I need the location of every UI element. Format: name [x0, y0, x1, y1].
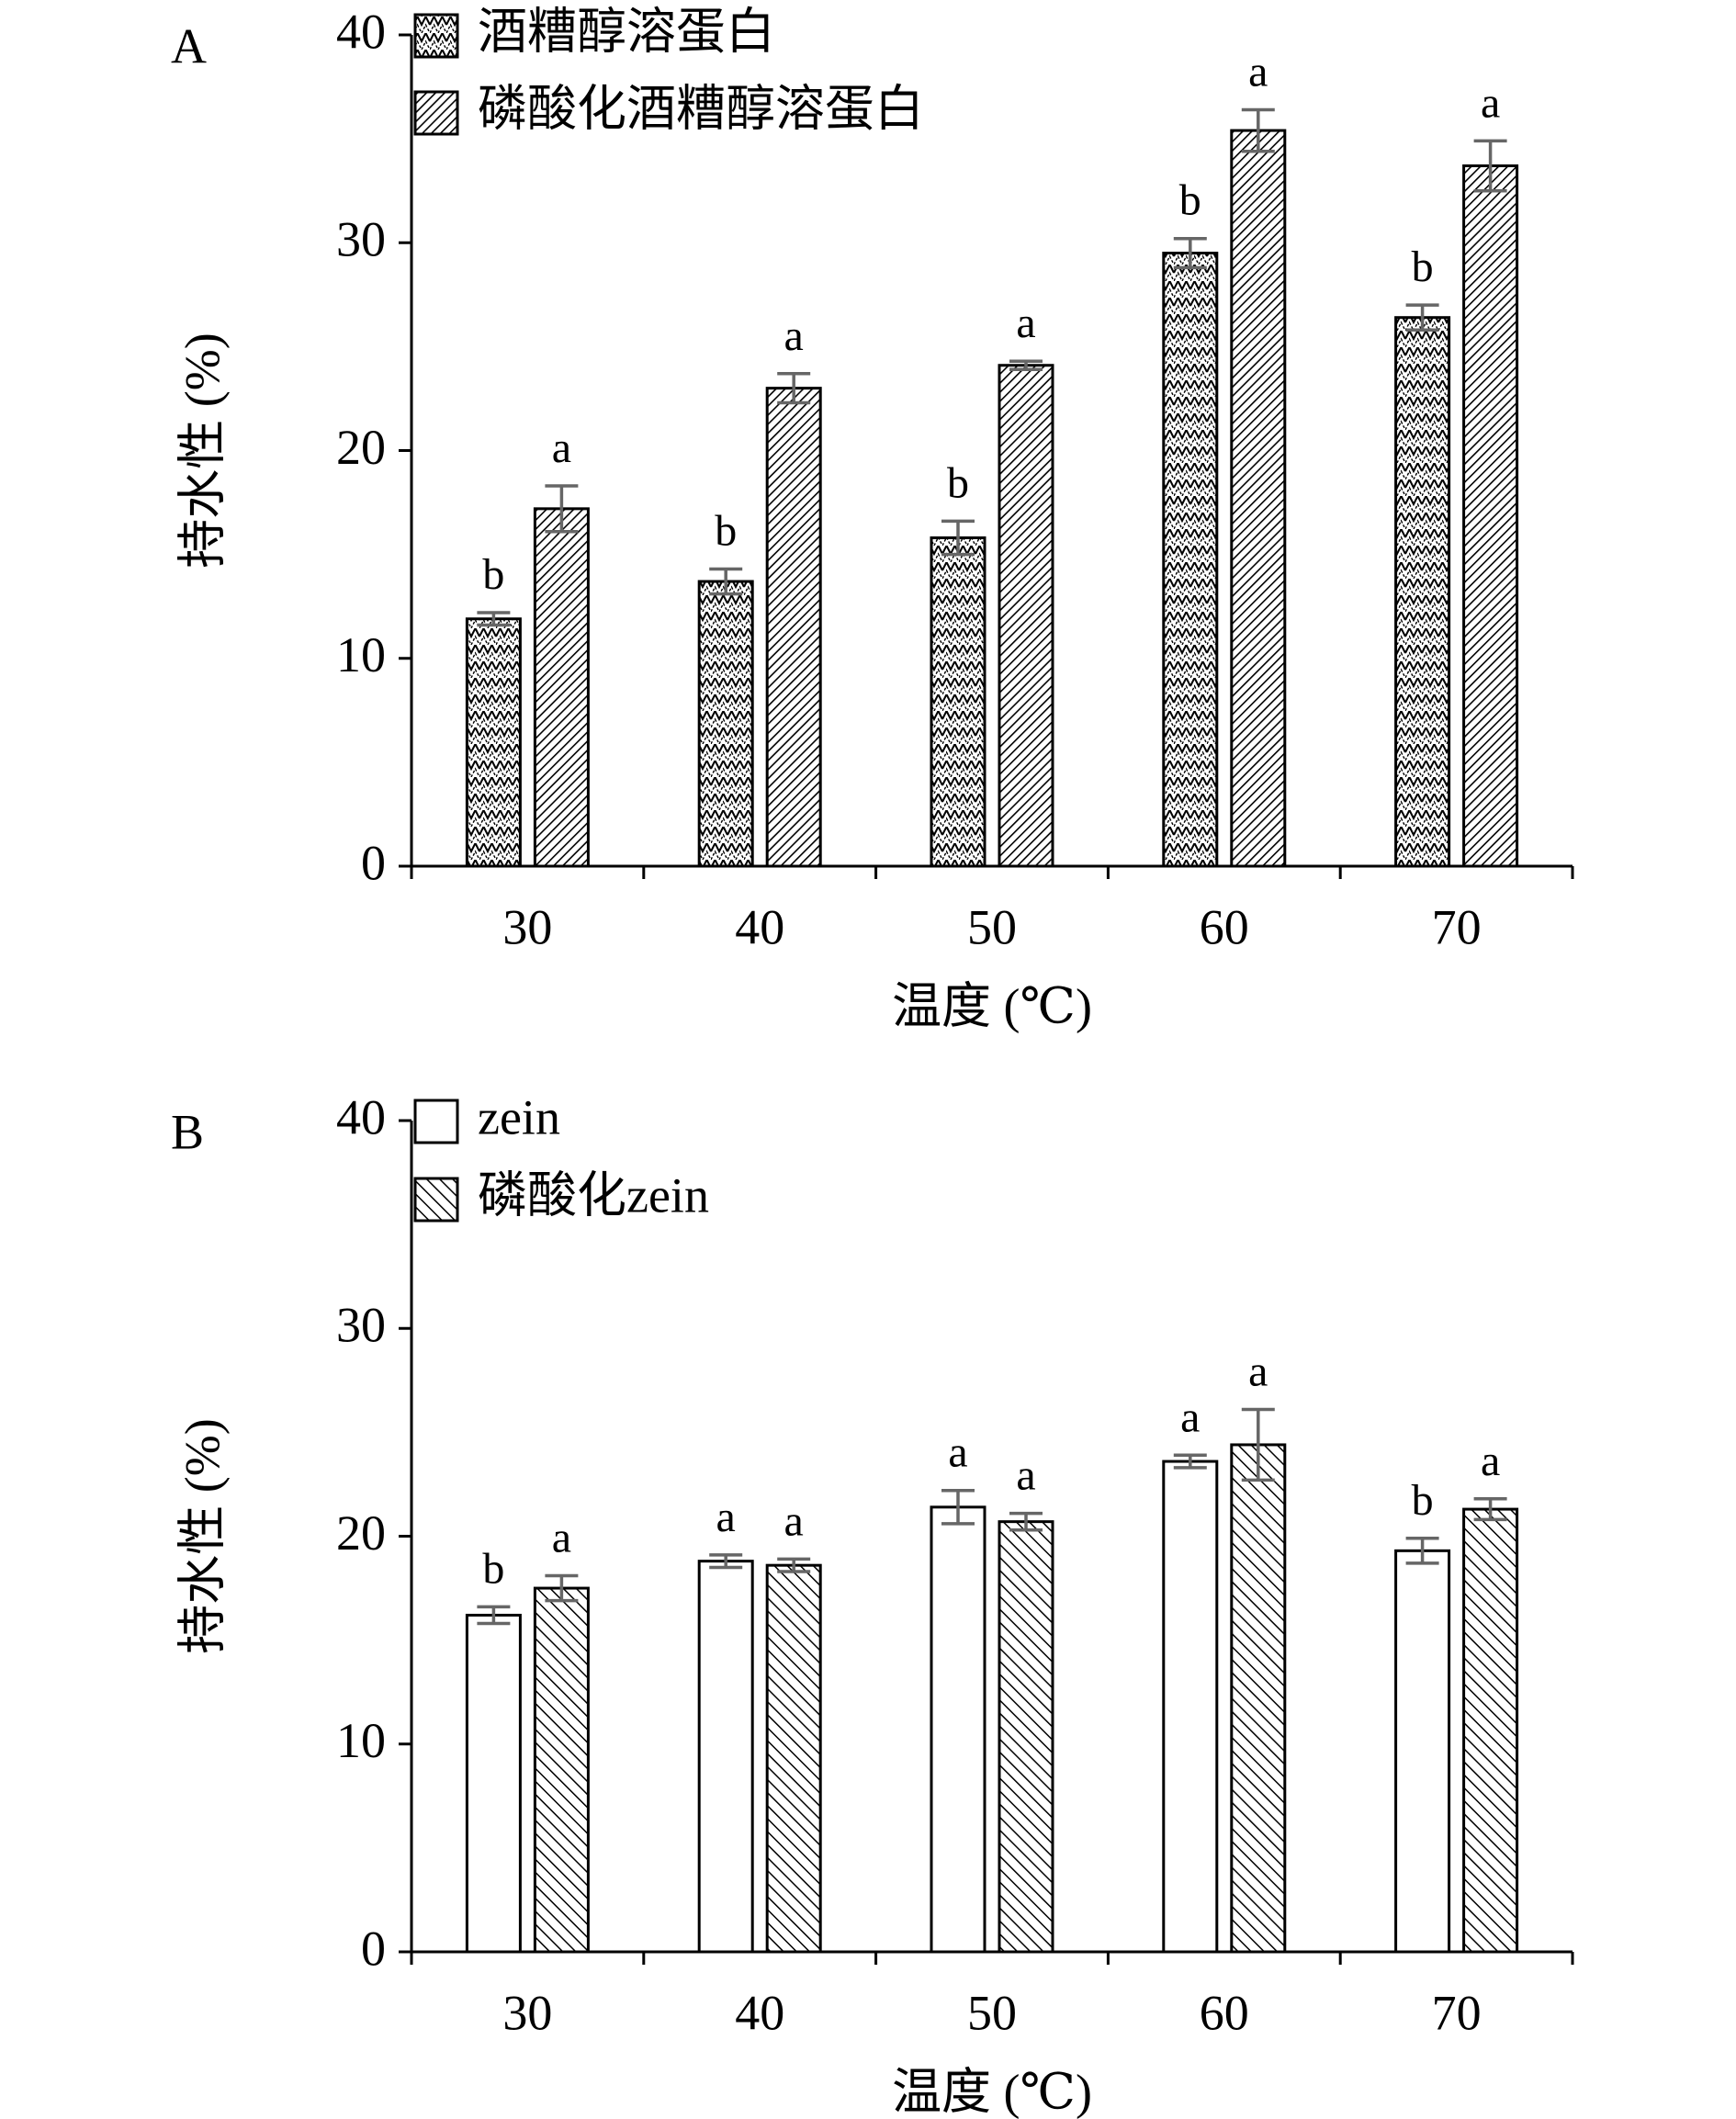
- y-axis-title: 持水性 (%): [175, 333, 230, 568]
- y-tick-label: 20: [336, 420, 386, 475]
- bar-酒糟醇溶蛋白-50: [930, 536, 986, 868]
- significance-label: b: [715, 506, 737, 555]
- x-axis-title: 温度 (℃): [892, 978, 1092, 1033]
- legend-label: zein: [478, 1089, 560, 1144]
- significance-label: a: [784, 311, 804, 360]
- x-tick-label: 60: [1200, 899, 1249, 954]
- significance-label: a: [1481, 1437, 1500, 1485]
- significance-label: b: [482, 550, 504, 599]
- x-tick-label: 30: [502, 1985, 552, 2040]
- x-axis-title: 温度 (℃): [892, 2064, 1092, 2119]
- significance-label: b: [947, 458, 969, 507]
- legend-swatch: [413, 1099, 459, 1144]
- bar-磷酸化zein-60: [1230, 1443, 1287, 1954]
- bar-磷酸化zein-70: [1462, 1507, 1519, 1954]
- x-tick-label: 60: [1200, 1985, 1249, 2040]
- significance-label: a: [948, 1428, 967, 1477]
- y-tick-label: 40: [336, 1089, 386, 1144]
- x-tick-label: 70: [1432, 1985, 1482, 2040]
- significance-label: a: [1248, 47, 1268, 96]
- x-tick-label: 50: [967, 899, 1017, 954]
- y-tick-label: 0: [361, 835, 386, 890]
- significance-label: b: [1412, 1476, 1434, 1525]
- legend-label: 磷酸化酒糟醇溶蛋白: [478, 81, 924, 136]
- legend-label: 酒糟醇溶蛋白: [478, 4, 775, 59]
- bar-zein-40: [697, 1560, 754, 1954]
- x-tick-label: 50: [967, 1985, 1017, 2040]
- panel-label: A: [171, 18, 207, 73]
- panel-label: B: [171, 1104, 204, 1159]
- bar-酒糟醇溶蛋白-70: [1394, 316, 1451, 868]
- bar-zein-50: [930, 1505, 986, 1954]
- significance-label: b: [1179, 176, 1201, 225]
- bar-磷酸化zein-40: [765, 1563, 822, 1954]
- bar-磷酸化酒糟醇溶蛋白-40: [765, 387, 822, 868]
- legend-label: 磷酸化zein: [478, 1167, 709, 1223]
- significance-label: a: [1481, 78, 1500, 127]
- bar-酒糟醇溶蛋白-40: [697, 580, 754, 868]
- significance-label: a: [1016, 299, 1035, 347]
- x-tick-label: 40: [735, 1985, 784, 2040]
- legend-swatch: [413, 90, 459, 136]
- bar-磷酸化zein-50: [998, 1520, 1054, 1954]
- y-tick-label: 30: [336, 212, 386, 267]
- y-tick-label: 20: [336, 1505, 386, 1561]
- bar-磷酸化zein-30: [533, 1586, 590, 1954]
- significance-label: a: [716, 1493, 736, 1541]
- bar-zein-60: [1162, 1460, 1219, 1954]
- bar-磷酸化酒糟醇溶蛋白-50: [998, 364, 1054, 868]
- bar-zein-30: [465, 1613, 522, 1954]
- bar-磷酸化酒糟醇溶蛋白-30: [533, 507, 590, 868]
- y-tick-label: 0: [361, 1921, 386, 1976]
- y-tick-label: 30: [336, 1298, 386, 1353]
- legend-swatch: [413, 13, 459, 59]
- legend-swatch: [413, 1177, 459, 1223]
- significance-label: a: [1016, 1451, 1035, 1500]
- significance-label: a: [1248, 1347, 1268, 1395]
- y-axis-title: 持水性 (%): [175, 1418, 230, 1653]
- bar-zein-70: [1394, 1549, 1451, 1954]
- significance-label: b: [1412, 242, 1434, 291]
- chart-panel-a: A 0 10 20 30 40 30 40 50 60 70 温度 (℃) 持水性 (%) b b b b b a a…: [171, 4, 1574, 1033]
- x-tick-label: 30: [502, 899, 552, 954]
- x-tick-label: 40: [735, 899, 784, 954]
- x-tick-label: 70: [1432, 899, 1482, 954]
- significance-label: a: [552, 423, 571, 472]
- significance-label: b: [482, 1544, 504, 1593]
- significance-label: a: [1180, 1392, 1200, 1441]
- y-tick-label: 10: [336, 1713, 386, 1768]
- significance-label: a: [784, 1496, 804, 1545]
- bar-磷酸化酒糟醇溶蛋白-60: [1230, 129, 1287, 868]
- bar-酒糟醇溶蛋白-30: [465, 617, 522, 868]
- significance-label: a: [552, 1513, 571, 1561]
- bar-磷酸化酒糟醇溶蛋白-70: [1462, 164, 1519, 868]
- y-tick-label: 40: [336, 4, 386, 59]
- y-tick-label: 10: [336, 627, 386, 682]
- bar-酒糟醇溶蛋白-60: [1162, 252, 1219, 868]
